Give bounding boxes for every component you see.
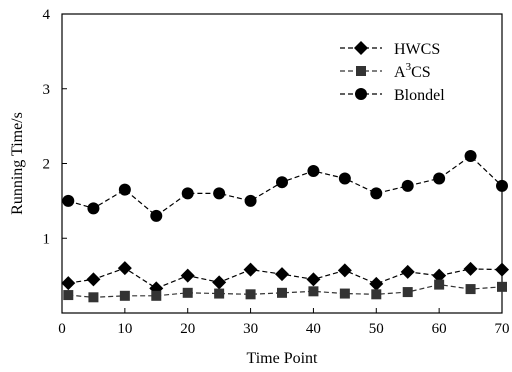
x-tick-label: 0 — [58, 321, 66, 337]
data-point — [307, 164, 320, 177]
data-point — [337, 263, 352, 278]
legend-label: Blondel — [394, 87, 445, 104]
y-axis: 1 2 3 4 — [43, 7, 67, 247]
y-tick-label: 4 — [43, 7, 51, 23]
legend-label: A3CS — [394, 61, 431, 81]
legend: HWCS A3CS Blondel — [340, 41, 445, 104]
data-point — [86, 272, 101, 287]
data-point — [497, 281, 507, 292]
data-point — [245, 289, 256, 300]
legend-marker — [354, 41, 368, 55]
data-point — [61, 276, 76, 291]
data-point — [496, 179, 508, 192]
data-point — [212, 275, 227, 290]
data-point — [369, 276, 384, 291]
data-point — [87, 202, 100, 215]
data-point — [276, 176, 288, 189]
data-point — [182, 287, 193, 298]
data-point — [432, 268, 447, 283]
data-point — [214, 288, 225, 299]
legend-item: HWCS — [340, 41, 440, 58]
data-point — [63, 290, 74, 301]
data-point — [401, 179, 414, 192]
data-point — [62, 194, 75, 207]
data-point — [464, 150, 477, 163]
data-point — [308, 286, 319, 297]
y-tick-label: 2 — [43, 157, 51, 173]
data-point — [150, 209, 163, 222]
x-tick-label: 30 — [243, 321, 258, 337]
x-tick-label: 40 — [306, 321, 321, 337]
data-point — [244, 194, 257, 207]
data-point — [465, 284, 476, 295]
x-axis: 0 10 20 30 40 50 60 70 — [58, 308, 510, 337]
data-point — [338, 172, 351, 185]
data-point — [277, 287, 287, 298]
x-tick-label: 50 — [369, 321, 384, 337]
data-point — [180, 268, 195, 283]
data-point — [371, 289, 382, 300]
legend-item: Blondel — [340, 87, 445, 104]
legend-label: HWCS — [394, 41, 440, 58]
data-point — [243, 262, 258, 277]
y-axis-label: Running Time/s — [9, 112, 26, 215]
x-tick-label: 10 — [117, 321, 132, 337]
data-point — [433, 172, 446, 185]
y-tick-label: 3 — [43, 82, 51, 98]
x-tick-label: 70 — [495, 321, 510, 337]
data-point — [370, 187, 383, 200]
data-point — [495, 262, 509, 277]
series-layer — [61, 150, 509, 303]
data-point — [275, 267, 289, 282]
data-point — [402, 287, 413, 298]
x-axis-label: Time Point — [247, 350, 319, 367]
data-point — [339, 288, 350, 299]
series-square — [63, 279, 507, 303]
data-point — [434, 279, 445, 290]
y-tick-label: 1 — [43, 231, 51, 247]
series-circle — [62, 150, 508, 222]
data-point — [463, 261, 478, 276]
series-diamond — [61, 261, 509, 296]
x-tick-label: 20 — [180, 321, 195, 337]
series-line — [68, 283, 503, 298]
data-point — [88, 292, 99, 303]
data-point — [151, 290, 162, 301]
data-point — [117, 261, 132, 276]
data-point — [306, 272, 321, 287]
legend-item: A3CS — [340, 61, 431, 81]
data-point — [213, 187, 226, 200]
data-point — [400, 264, 415, 279]
legend-marker — [356, 66, 366, 76]
data-point — [119, 290, 130, 301]
data-point — [181, 187, 194, 200]
x-tick-label: 60 — [432, 321, 447, 337]
legend-marker — [355, 88, 367, 100]
data-point — [118, 183, 131, 196]
